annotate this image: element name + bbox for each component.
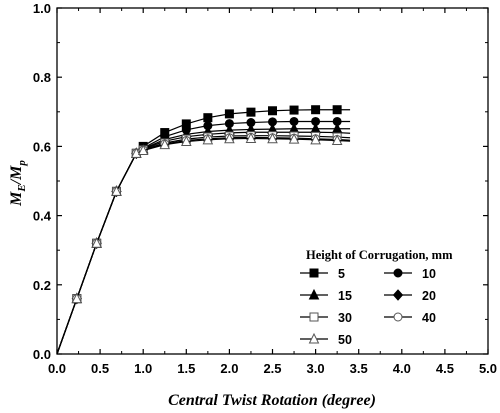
x-tick-label: 1.5 <box>177 361 195 376</box>
y-axis-title-m1: M <box>8 191 25 207</box>
legend-label-10: 10 <box>422 267 436 281</box>
point-50 <box>202 133 214 145</box>
legend-label-20: 20 <box>422 289 436 303</box>
point-50 <box>288 133 300 144</box>
point-50 <box>159 138 171 150</box>
y-tick-label: 0.8 <box>33 70 51 85</box>
point-50 <box>180 135 192 147</box>
point-5 <box>246 107 256 117</box>
legend-marker-40 <box>393 312 403 322</box>
x-tick-label: 0.5 <box>91 361 109 376</box>
legend-label-40: 40 <box>422 311 436 325</box>
x-tick-label: 1.0 <box>134 361 152 376</box>
y-tick-label: 0.0 <box>33 347 51 362</box>
legend-label-5: 5 <box>338 267 345 281</box>
point-50 <box>137 144 149 156</box>
legend-marker-10 <box>393 268 403 278</box>
x-tick-label: 0.0 <box>48 361 66 376</box>
point-50 <box>130 147 142 158</box>
point-5 <box>311 105 321 115</box>
y-tick-label: 0.6 <box>33 139 51 154</box>
point-50 <box>245 132 257 143</box>
legend-label-30: 30 <box>338 311 352 325</box>
legend-label-50: 50 <box>338 333 352 347</box>
x-axis-title: Central Twist Rotation (degree) <box>168 392 376 409</box>
legend-marker-20 <box>392 289 404 301</box>
legend-marker-50 <box>308 332 320 344</box>
y-axis-title-sub2: p <box>16 160 28 167</box>
point-50 <box>310 133 321 145</box>
x-tick-label: 4.0 <box>393 361 411 376</box>
point-50 <box>71 292 83 304</box>
y-tick-label: 1.0 <box>33 1 51 16</box>
legend-marker-30 <box>309 312 319 322</box>
x-tick-label: 3.0 <box>307 361 325 376</box>
y-axis-title-slash: / <box>8 178 25 185</box>
point-5 <box>289 105 299 115</box>
point-50 <box>331 134 343 146</box>
point-5 <box>332 105 342 115</box>
series-line-50 <box>56 137 351 355</box>
point-5 <box>224 109 234 119</box>
legend-marker-15 <box>308 288 320 300</box>
y-tick-label: 0.4 <box>33 209 52 224</box>
plot-area: 0.0 0.5 1.0 1.5 2.0 2.5 3.0 3.5 4.0 4.5 5.0 0.0 0.2 0… <box>33 1 497 376</box>
legend-label-15: 15 <box>338 289 352 303</box>
legend: 5 10 15 20 30 40 50 <box>300 267 436 347</box>
point-50 <box>91 237 102 248</box>
point-50 <box>111 185 122 196</box>
point-5 <box>268 106 277 116</box>
x-tick-label: 2.0 <box>220 361 238 376</box>
point-50 <box>224 132 235 144</box>
y-axis-title-m2: M <box>8 165 25 181</box>
point-5 <box>203 113 213 123</box>
x-tick-label: 5.0 <box>479 361 497 376</box>
series-line-10 <box>56 120 351 355</box>
legend-title: Height of Corrugation, mm <box>306 248 453 262</box>
y-axis-title-sub1: E <box>16 184 28 192</box>
x-tick-label: 3.5 <box>350 361 368 376</box>
point-50 <box>267 132 278 144</box>
x-tick-label: 2.5 <box>263 361 281 376</box>
legend-marker-5 <box>309 268 319 278</box>
x-tick-label: 4.5 <box>436 361 454 376</box>
y-tick-label: 0.2 <box>33 278 51 293</box>
y-axis-title: ME/Mp <box>8 160 28 207</box>
